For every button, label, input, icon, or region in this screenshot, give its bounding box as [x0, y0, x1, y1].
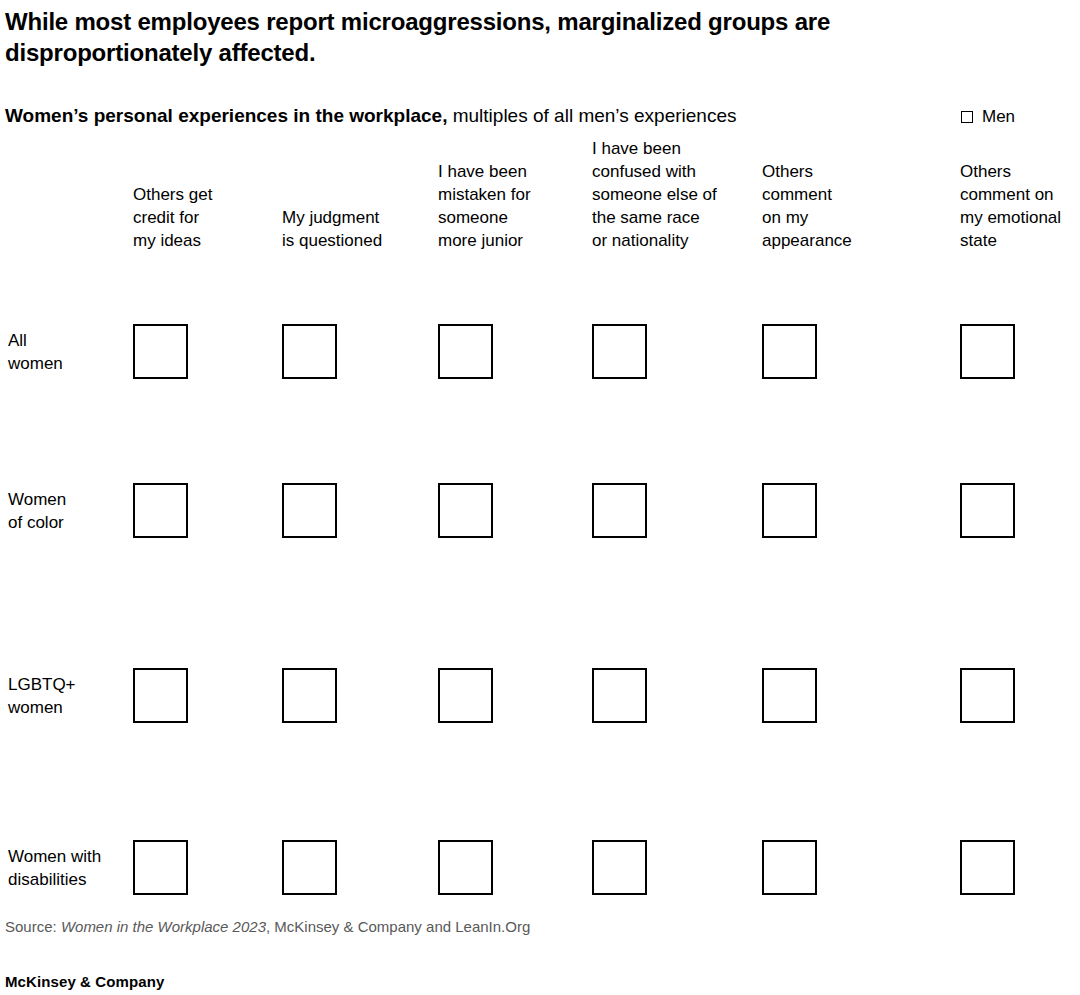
column-header-line: mistaken for: [438, 183, 531, 206]
legend: Men: [961, 107, 1015, 127]
chart-subtitle-rest: multiples of all men’s experiences: [447, 105, 736, 126]
men-baseline-square: [438, 840, 493, 895]
column-header-line: credit for: [133, 206, 212, 229]
row-label-line: disabilities: [8, 868, 101, 891]
row-label-line: women: [8, 696, 76, 719]
column-header-line: My judgment: [282, 206, 382, 229]
men-baseline-square: [762, 483, 817, 538]
men-baseline-square: [133, 840, 188, 895]
men-baseline-square: [960, 483, 1015, 538]
men-baseline-square: [133, 668, 188, 723]
row-label-line: of color: [8, 511, 66, 534]
square-outline-icon: [961, 111, 973, 123]
column-header: Otherscomment onmy emotionalstate: [960, 160, 1061, 252]
men-baseline-square: [960, 668, 1015, 723]
mckinsey-company-logo: McKinsey & Company: [5, 973, 164, 990]
column-header-line: I have been: [438, 160, 531, 183]
men-baseline-square: [960, 840, 1015, 895]
source-suffix: , McKinsey & Company and LeanIn.Org: [266, 918, 530, 935]
men-baseline-square: [960, 324, 1015, 379]
row-label-line: All: [8, 329, 63, 352]
source-work-title: Women in the Workplace 2023: [61, 918, 266, 935]
page-title-line-1: While most employees report microaggress…: [5, 6, 1015, 37]
column-header-line: I have been: [592, 137, 717, 160]
column-header: I have beenconfused withsomeone else oft…: [592, 137, 717, 252]
column-header-line: confused with: [592, 160, 717, 183]
row-label-line: LGBTQ+: [8, 673, 76, 696]
men-baseline-square: [133, 324, 188, 379]
men-baseline-square: [762, 668, 817, 723]
men-baseline-square: [592, 668, 647, 723]
men-baseline-square: [282, 840, 337, 895]
men-baseline-square: [438, 483, 493, 538]
row-label-line: women: [8, 352, 63, 375]
page-title-line-2: disproportionately affected.: [5, 37, 1015, 68]
men-baseline-square: [592, 324, 647, 379]
row-label: Allwomen: [8, 329, 63, 375]
column-header-line: comment on: [960, 183, 1061, 206]
men-baseline-square: [282, 324, 337, 379]
row-label: Womenof color: [8, 488, 66, 534]
column-header-line: Others: [762, 160, 852, 183]
column-header-line: appearance: [762, 229, 852, 252]
chart-subtitle-bold: Women’s personal experiences in the work…: [5, 105, 447, 126]
column-header-line: comment: [762, 183, 852, 206]
column-header-line: someone else of: [592, 183, 717, 206]
column-header-line: my emotional: [960, 206, 1061, 229]
column-header: Others getcredit formy ideas: [133, 183, 212, 252]
men-baseline-square: [282, 483, 337, 538]
exhibit: While most employees report microaggress…: [0, 0, 1080, 995]
column-header: I have beenmistaken forsomeonemore junio…: [438, 160, 531, 252]
men-baseline-square: [438, 668, 493, 723]
column-header: Otherscommenton myappearance: [762, 160, 852, 252]
men-baseline-square: [282, 668, 337, 723]
column-header-line: someone: [438, 206, 531, 229]
men-baseline-square: [592, 483, 647, 538]
men-baseline-square: [133, 483, 188, 538]
source-note: Source: Women in the Workplace 2023, McK…: [5, 917, 530, 937]
row-label: LGBTQ+women: [8, 673, 76, 719]
column-header-line: or nationality: [592, 229, 717, 252]
column-header-line: the same race: [592, 206, 717, 229]
column-header-line: state: [960, 229, 1061, 252]
column-header-line: is questioned: [282, 229, 382, 252]
men-baseline-square: [762, 324, 817, 379]
column-header-line: more junior: [438, 229, 531, 252]
chart-subtitle: Women’s personal experiences in the work…: [5, 104, 945, 128]
column-header-line: my ideas: [133, 229, 212, 252]
page-title: While most employees report microaggress…: [5, 6, 1015, 68]
source-prefix: Source:: [5, 918, 61, 935]
row-label: Women withdisabilities: [8, 845, 101, 891]
column-header-line: on my: [762, 206, 852, 229]
men-baseline-square: [592, 840, 647, 895]
men-baseline-square: [762, 840, 817, 895]
row-label-line: Women with: [8, 845, 101, 868]
column-header-line: Others: [960, 160, 1061, 183]
men-baseline-square: [438, 324, 493, 379]
column-header: My judgmentis questioned: [282, 206, 382, 252]
legend-label-men: Men: [982, 107, 1015, 127]
column-header-line: Others get: [133, 183, 212, 206]
row-label-line: Women: [8, 488, 66, 511]
